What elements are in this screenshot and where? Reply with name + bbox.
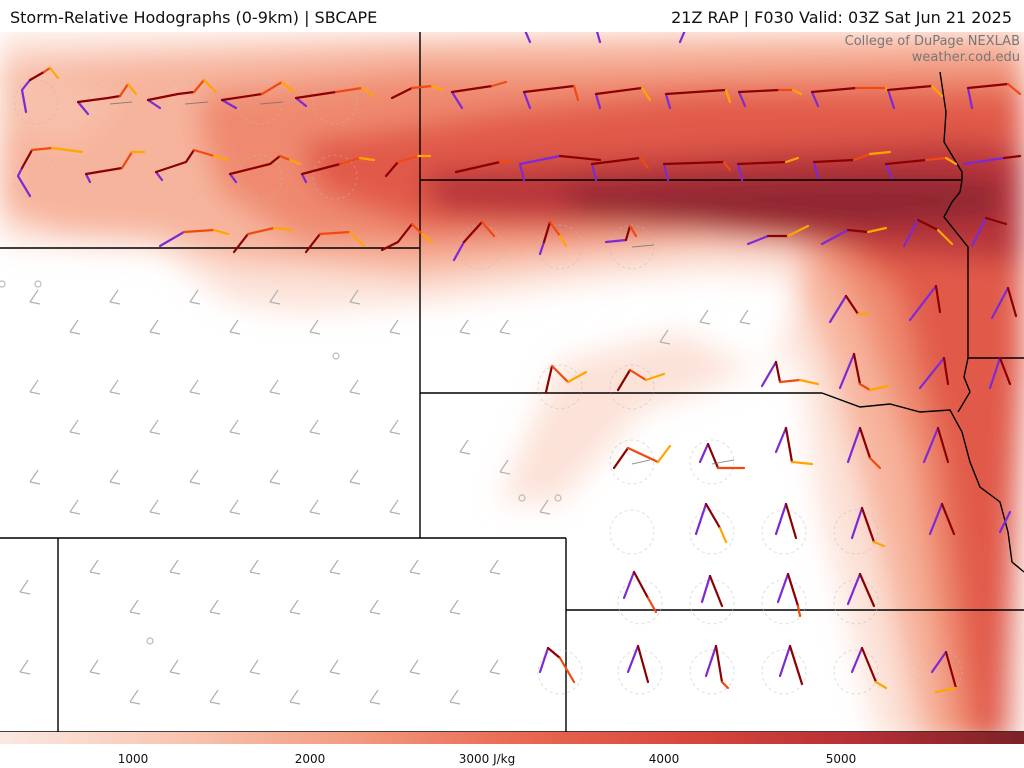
hodograph bbox=[616, 368, 666, 392]
hodograph bbox=[384, 154, 432, 178]
hodograph bbox=[774, 426, 814, 466]
hodograph bbox=[662, 160, 732, 182]
credit-line-2: weather.cod.edu bbox=[911, 50, 1020, 65]
hodograph bbox=[232, 226, 294, 254]
hodograph bbox=[76, 82, 138, 116]
hodograph bbox=[698, 442, 746, 470]
hodograph bbox=[930, 650, 958, 694]
hodograph bbox=[538, 220, 568, 256]
map-panel bbox=[0, 32, 1024, 744]
hodograph bbox=[774, 502, 798, 540]
hodograph bbox=[454, 158, 514, 174]
hodograph bbox=[850, 646, 888, 690]
hodograph bbox=[812, 150, 892, 180]
hodograph bbox=[828, 294, 870, 324]
hodograph bbox=[736, 156, 800, 182]
hodographs bbox=[16, 32, 1022, 694]
hodograph bbox=[20, 66, 60, 114]
hodograph bbox=[304, 230, 366, 254]
hodograph bbox=[922, 426, 950, 464]
hodograph bbox=[884, 156, 958, 180]
cape-shading bbox=[0, 32, 1024, 744]
hodograph bbox=[760, 360, 820, 388]
hodograph bbox=[928, 502, 956, 536]
hodograph bbox=[664, 88, 732, 110]
hodograph bbox=[294, 86, 376, 108]
hodograph bbox=[544, 364, 588, 394]
hodograph bbox=[694, 502, 728, 544]
hodograph bbox=[737, 88, 803, 108]
hodograph bbox=[380, 222, 434, 252]
source-credit: College of DuPage NEXLAB weather.cod.edu bbox=[845, 34, 1020, 66]
hodograph bbox=[908, 284, 942, 322]
hodograph bbox=[300, 156, 376, 184]
hodograph bbox=[220, 80, 296, 110]
colorbar-tick: 5000 bbox=[825, 752, 857, 766]
hodograph bbox=[962, 154, 1022, 166]
hodograph bbox=[902, 218, 954, 248]
hodograph bbox=[886, 84, 944, 110]
hodograph bbox=[604, 224, 638, 244]
station-dots bbox=[0, 280, 562, 645]
hodograph bbox=[838, 352, 890, 392]
hodograph bbox=[16, 146, 84, 198]
hodograph bbox=[966, 82, 1022, 110]
hodograph bbox=[154, 148, 230, 182]
hodograph bbox=[452, 220, 496, 262]
hodograph bbox=[626, 644, 650, 684]
hodograph bbox=[846, 426, 882, 470]
hodograph bbox=[810, 86, 892, 108]
hodograph bbox=[450, 80, 508, 110]
hodograph bbox=[146, 78, 218, 110]
hodograph bbox=[776, 572, 802, 618]
hodograph bbox=[538, 646, 576, 684]
hodograph bbox=[158, 228, 230, 248]
colorbar-tick: 4000 bbox=[648, 752, 680, 766]
hodograph bbox=[522, 84, 580, 110]
hodograph bbox=[612, 444, 672, 470]
cape-colorbar bbox=[0, 732, 1024, 744]
hodograph bbox=[850, 506, 886, 548]
hodograph bbox=[704, 644, 730, 690]
hodograph bbox=[820, 226, 888, 246]
hodograph bbox=[590, 156, 650, 182]
credit-line-1: College of DuPage NEXLAB bbox=[844, 34, 1020, 49]
hodograph bbox=[998, 510, 1012, 534]
map-title: Storm-Relative Hodographs (0-9km) | SBCA… bbox=[10, 8, 378, 27]
colorbar-tick: 2000 bbox=[294, 752, 326, 766]
hodograph bbox=[594, 86, 652, 110]
hodograph bbox=[390, 84, 444, 100]
hodograph bbox=[846, 572, 876, 608]
hodograph bbox=[988, 356, 1012, 390]
hodograph bbox=[778, 644, 804, 686]
hodograph bbox=[228, 154, 302, 184]
hodograph bbox=[700, 574, 724, 608]
colorbar-tick: 1000 bbox=[117, 752, 149, 766]
hodograph bbox=[746, 224, 810, 246]
wind-barbs bbox=[19, 289, 751, 705]
colorbar-tick: 3000 J/kg bbox=[458, 752, 516, 766]
hodograph bbox=[84, 150, 146, 184]
hodograph bbox=[622, 570, 658, 614]
hodograph bbox=[518, 154, 602, 182]
hodograph bbox=[990, 286, 1018, 320]
header: Storm-Relative Hodographs (0-9km) | SBCA… bbox=[0, 0, 1024, 32]
model-run-valid-time: 21Z RAP | F030 Valid: 03Z Sat Jun 21 202… bbox=[671, 8, 1012, 27]
hodograph bbox=[970, 216, 1008, 248]
hodograph bbox=[524, 32, 686, 44]
storm-motion-arrows bbox=[109, 101, 735, 465]
hodograph bbox=[918, 356, 950, 390]
